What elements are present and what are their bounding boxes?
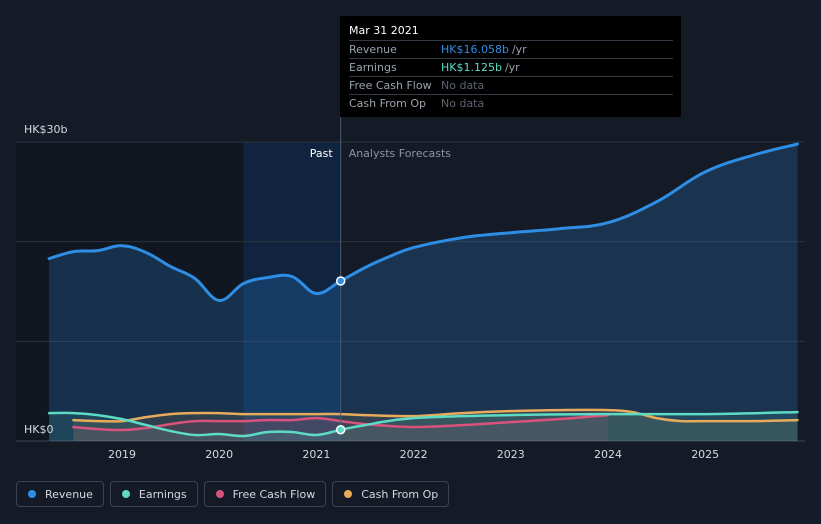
legend-dot-icon	[215, 490, 224, 498]
hover-tooltip: Mar 31 2021 Revenue HK$16.058b/yr Earnings…	[340, 16, 681, 117]
x-tick-label: 2022	[400, 448, 428, 461]
x-tick-label: 2021	[302, 448, 330, 461]
x-tick-label: 2024	[594, 448, 622, 461]
tooltip-date: Mar 31 2021	[349, 24, 419, 37]
tooltip-row: Cash From Op No data	[349, 94, 673, 112]
tooltip-row-label: Free Cash Flow	[349, 79, 432, 92]
tooltip-row-unit: /yr	[511, 43, 527, 56]
legend-label: Earnings	[138, 487, 187, 501]
legend-item-earnings[interactable]: Earnings	[109, 481, 198, 507]
x-tick-label: 2020	[205, 448, 233, 461]
tooltip-row-value: No data	[441, 79, 485, 92]
earnings-line	[47, 410, 799, 438]
legend-label: Cash From Op	[361, 487, 439, 501]
revenue-line	[47, 142, 799, 302]
x-tick-label: 2023	[497, 448, 525, 461]
legend-item-free-cash-flow[interactable]: Free Cash Flow	[203, 481, 327, 507]
revenue-marker[interactable]	[335, 276, 346, 286]
tooltip-row-value: HK$16.058b	[441, 43, 509, 56]
legend-item-revenue[interactable]: Revenue	[16, 481, 104, 507]
tooltip-row-unit: /yr	[504, 61, 520, 74]
tooltip-row-value: No data	[441, 97, 485, 110]
legend-dot-icon	[28, 490, 36, 498]
tooltip-row: Revenue HK$16.058b/yr	[349, 40, 673, 58]
earnings-marker[interactable]	[335, 425, 346, 435]
chart-legend: Revenue Earnings Free Cash Flow Cash From O…	[16, 481, 450, 507]
past-label: Past	[310, 147, 334, 160]
revenue-area	[49, 144, 798, 441]
tooltip-row-label: Cash From Op	[349, 97, 427, 110]
tooltip-row: Free Cash Flow No data	[349, 76, 673, 94]
y-axis-bottom-label: HK$0	[24, 423, 53, 436]
y-axis-top-label: HK$30b	[24, 123, 67, 136]
tooltip-row-label: Revenue	[349, 43, 397, 56]
tooltip-row: Earnings HK$1.125b/yr	[349, 58, 673, 76]
free-cash-flow-line	[72, 413, 610, 432]
legend-label: Free Cash Flow	[232, 487, 316, 501]
x-tick-label: 2025	[691, 448, 719, 461]
legend-item-cash-from-op[interactable]: Cash From Op	[332, 481, 450, 507]
legend-dot-icon	[121, 490, 130, 498]
legend-label: Revenue	[45, 487, 93, 501]
cash-from-op-line	[72, 408, 799, 423]
tooltip-row-label: Earnings	[349, 61, 397, 74]
legend-dot-icon	[344, 490, 353, 498]
forecast-label: Analysts Forecasts	[349, 147, 452, 160]
x-tick-label: 2019	[108, 448, 136, 461]
tooltip-row-value: HK$1.125b	[441, 61, 502, 74]
